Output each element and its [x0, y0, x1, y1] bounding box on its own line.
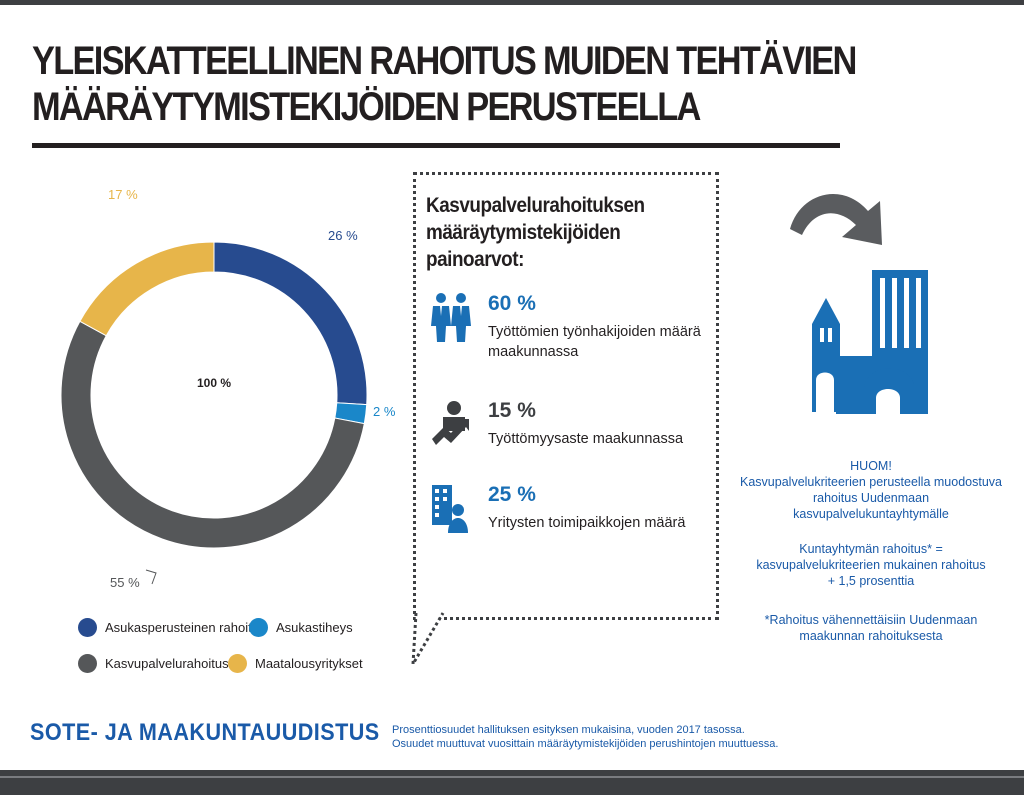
donut-slice — [213, 241, 368, 406]
note-deduction: *Rahoitus vähennettäisiin Uudenmaan maak… — [735, 612, 1007, 644]
donut-chart: 26 % 2 % 55 % 17 % 100 % — [60, 187, 396, 590]
slice-label: 17 % — [108, 187, 138, 202]
job-seekers-icon — [431, 293, 471, 342]
donut-center-label: 100 % — [197, 376, 231, 390]
factor-description: Työttömyysaste maakunnassa — [488, 431, 684, 447]
footnote-line2: Osuudet muuttuvat vuosittain määräytymis… — [392, 738, 779, 750]
note-deduction-text: *Rahoitus vähennettäisiin Uudenmaan maak… — [764, 613, 978, 643]
callout-box — [413, 172, 719, 620]
legend-item: Asukasperusteinen rahoitus — [78, 618, 265, 637]
factor-description: Yritysten toimipaikkojen määrä — [488, 515, 686, 531]
curved-arrow-icon — [790, 193, 882, 245]
slice-label: 55 % — [110, 575, 140, 590]
business-building-icon — [432, 485, 468, 533]
legend-swatch — [228, 654, 247, 673]
donut-slice — [79, 241, 215, 337]
bottom-bar-line — [0, 776, 1024, 778]
top-bar — [0, 0, 1024, 5]
page-title-line1: YLEISKATTEELLINEN RAHOITUS MUIDEN TEHTÄV… — [32, 39, 857, 83]
chart-legend: Asukasperusteinen rahoitus Asukastiheys … — [78, 615, 378, 685]
factor-description: Työttömien työnhakijoiden määrä maakunna… — [488, 324, 701, 360]
legend-swatch — [78, 618, 97, 637]
note-funding-formula: Kuntayhtymän rahoitus* = kasvupalvelukri… — [735, 541, 1007, 589]
donut-slice — [60, 320, 365, 549]
callout-tail — [411, 612, 445, 665]
brand-name: SOTE- JA MAAKUNTAUUDISTUS — [30, 719, 380, 746]
note-huom-text: HUOM! Kasvupalvelukriteerien perusteella… — [740, 459, 1002, 521]
legend-label: Kasvupalvelurahoitus — [105, 656, 229, 671]
legend-item: Asukastiheys — [249, 618, 353, 637]
title-rule — [32, 143, 840, 148]
legend-item: Maatalousyritykset — [228, 654, 363, 673]
factor-percent: 25 % — [488, 483, 536, 506]
legend-item: Kasvupalvelurahoitus — [78, 654, 229, 673]
slice-label: 2 % — [373, 404, 396, 419]
legend-label: Asukastiheys — [276, 620, 353, 635]
legend-label: Maatalousyritykset — [255, 656, 363, 671]
label-leader — [145, 569, 157, 585]
legend-label: Asukasperusteinen rahoitus — [105, 620, 266, 635]
legend-swatch — [249, 618, 268, 637]
factor-percent: 60 % — [488, 292, 536, 315]
footnote: Prosenttiosuudet hallituksen esityksen m… — [392, 723, 778, 751]
footnote-line1: Prosenttiosuudet hallituksen esityksen m… — [392, 724, 745, 736]
slice-label: 26 % — [328, 228, 358, 243]
factor-percent: 15 % — [488, 399, 536, 422]
note-huom: HUOM! Kasvupalvelukriteerien perusteella… — [735, 458, 1007, 522]
page-title: YLEISKATTEELLINEN RAHOITUS MUIDEN TEHTÄV… — [32, 38, 857, 130]
city-skyline-icon — [812, 270, 928, 414]
bottom-bar — [0, 770, 1024, 795]
callout-title: Kasvupalvelurahoituksen määräytymistekij… — [426, 194, 645, 271]
note-funding-formula-text: Kuntayhtymän rahoitus* = kasvupalvelukri… — [756, 542, 986, 588]
unemployment-trend-icon — [432, 401, 469, 445]
legend-swatch — [78, 654, 97, 673]
page-title-line2: MÄÄRÄYTYMISTEKIJÖIDEN PERUSTEELLA — [32, 85, 701, 129]
